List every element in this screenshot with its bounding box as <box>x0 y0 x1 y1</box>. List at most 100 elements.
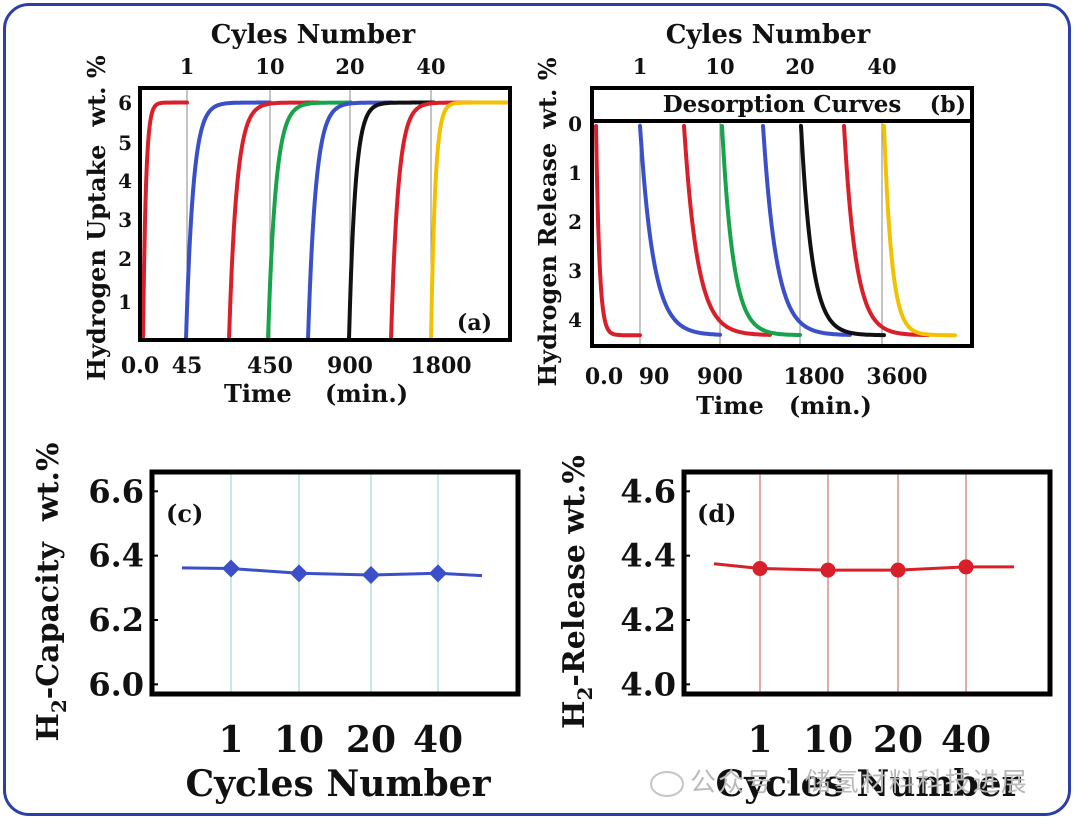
panel-a-xtick-2: 45 <box>172 353 203 379</box>
panel-d-series-line <box>713 562 1014 572</box>
panel-b-top-tick-1: 1 <box>633 54 648 79</box>
panel-b-xtick-4: 1800 <box>783 364 844 390</box>
panel-a-top-tick-1: 1 <box>180 54 195 79</box>
panel-b-top-tick-2: 10 <box>705 54 734 79</box>
panel-b-ytick-4: 4 <box>568 308 582 332</box>
panel-d-ylabel-sub: 2 <box>573 687 597 701</box>
panel-a-frame <box>138 86 512 342</box>
panel-d-frame <box>681 469 1053 697</box>
panel-a-curves <box>141 100 509 342</box>
panel-a-xtick-3: 450 <box>247 353 293 379</box>
panel-a-top-title: Cyles Number <box>211 20 416 50</box>
panel-a-xlabel: Time (min.) <box>224 379 408 408</box>
panel-b-xtick-5: 3600 <box>866 364 927 390</box>
panel-b-curves <box>594 124 957 338</box>
panel-b-curve-6 <box>799 124 886 338</box>
panel-d-xticks: 1 10 20 40 <box>747 719 991 761</box>
panel-d-ylabel-rest: -Release wt.% <box>557 455 592 686</box>
panel-b-ytick-0: 0 <box>568 112 582 136</box>
panel-b-ytick-2: 2 <box>568 210 582 234</box>
panel-c-label: (c) <box>166 499 203 528</box>
panel-b-top-tick-4: 40 <box>867 54 896 79</box>
panel-d-point-2 <box>820 562 836 578</box>
panel-a-top-tick-4: 40 <box>416 54 445 79</box>
panel-d-label: (d) <box>697 499 737 528</box>
panel-a-xtick-1: 0.0 <box>121 353 159 379</box>
wechat-icon <box>650 770 684 797</box>
panel-b-xtick-2: 90 <box>639 364 670 390</box>
panel-c-xticks: 1 10 20 40 <box>218 719 463 761</box>
panel-c-yticks: 6.0 6.2 6.4 6.6 <box>88 472 158 703</box>
panel-a-label: (a) <box>457 310 492 336</box>
panel-d-ylabel: H2-Release wt.% <box>557 455 597 729</box>
panel-d-ytick-1: 4.0 <box>620 665 676 703</box>
panel-c-ytick-3: 6.4 <box>88 537 144 575</box>
panel-a-ytick-3: 3 <box>118 208 132 232</box>
panel-b-plot <box>590 86 974 348</box>
panel-d-ytick-2: 4.2 <box>620 601 676 639</box>
panel-c-ytick-2: 6.2 <box>88 601 144 639</box>
panel-b-ylabel-main: Hydrogen Release <box>533 143 562 387</box>
panel-b-ytick-3: 3 <box>568 259 582 283</box>
watermark: 公众号 · 储氢材料科技进展 <box>650 762 1029 799</box>
panel-c-frame <box>149 469 521 697</box>
panel-a-ylabel: Hydrogen Uptake wt. % <box>82 55 111 381</box>
panel-b-top-title: Cyles Number <box>666 20 871 50</box>
panel-c-point-2 <box>290 564 308 583</box>
panel-a-top-tick-2: 10 <box>255 54 284 79</box>
panel-c: (c) 6.0 6.2 6.4 6.6 1 10 20 40 Cycles Number H… <box>31 443 521 805</box>
panel-b-xtick-1: 0.0 <box>585 364 623 390</box>
panel-a-top-tick-3: 20 <box>335 54 364 79</box>
panel-a: Cyles Number 1 10 20 40 (a) 1 2 3 4 5 6 … <box>82 20 512 408</box>
panel-b-curve-8 <box>882 124 957 338</box>
figure-frame <box>3 3 1071 816</box>
panel-b-curve-5 <box>761 124 852 337</box>
panel-c-xtick-4: 40 <box>413 719 463 761</box>
panel-b-xlabel: Time (min.) <box>696 391 872 420</box>
panel-d-ylabel-h: H <box>557 701 592 729</box>
panel-b-title: Desorption Curves <box>663 91 902 118</box>
panel-c-marks <box>181 559 483 584</box>
panel-b-ylabel: Hydrogen Release wt. % <box>533 57 562 386</box>
panel-d-plot-area <box>684 472 1050 694</box>
panel-c-xtick-1: 1 <box>218 719 243 761</box>
panel-d-xlabel: Cycles Number <box>715 763 1021 805</box>
panel-c-ylabel-rest: -Capacity wt.% <box>31 443 66 700</box>
panel-c-ylabel-h: H <box>31 713 66 741</box>
panel-a-ytick-6: 6 <box>118 91 132 115</box>
panel-b-ytick-1: 1 <box>568 161 582 185</box>
panel-a-xtick-4: 900 <box>327 353 373 379</box>
watermark-text: 公众号 · 储氢材料科技进展 <box>690 768 1029 798</box>
panel-c-point-3 <box>362 565 380 584</box>
panel-b-curve-3 <box>682 124 772 337</box>
panel-a-xtick-5: 1800 <box>410 353 471 379</box>
panel-c-ytick-4: 6.6 <box>88 472 144 510</box>
panel-d-xtick-4: 40 <box>941 719 991 761</box>
panel-a-ytick-4: 4 <box>118 169 132 193</box>
panel-a-ytick-2: 2 <box>118 247 132 271</box>
panel-c-ytick-1: 6.0 <box>88 665 144 703</box>
panel-d-point-1 <box>752 561 768 577</box>
panel-d-point-4 <box>958 559 974 575</box>
panel-b-plot-area <box>592 88 972 346</box>
panel-d-xtick-2: 10 <box>803 719 853 761</box>
panel-c-ylabel: H2-Capacity wt.% <box>31 443 71 742</box>
panel-b-curve-4 <box>720 124 802 337</box>
panel-b-curve-2 <box>638 124 722 337</box>
panel-d-xtick-1: 1 <box>747 719 772 761</box>
panel-d: (d) 4.0 4.2 4.4 4.6 1 10 20 40 Cycles Number H… <box>557 455 1053 805</box>
panel-a-curve-1 <box>141 100 189 342</box>
panel-c-xlabel: Cycles Number <box>185 763 491 805</box>
panel-a-curve-2 <box>184 100 272 342</box>
panel-b-curve-1 <box>594 124 642 338</box>
panel-a-curve-3 <box>227 100 320 342</box>
panel-d-xtick-3: 20 <box>873 719 923 761</box>
panel-c-xtick-3: 20 <box>346 719 396 761</box>
panel-a-curve-8 <box>429 100 509 342</box>
panel-b-curve-7 <box>842 124 930 338</box>
panel-a-curve-6 <box>347 100 436 342</box>
panel-a-curve-5 <box>306 100 394 342</box>
panel-d-yticks: 4.0 4.2 4.4 4.6 <box>620 472 690 703</box>
panel-a-ytick-1: 1 <box>118 290 132 314</box>
